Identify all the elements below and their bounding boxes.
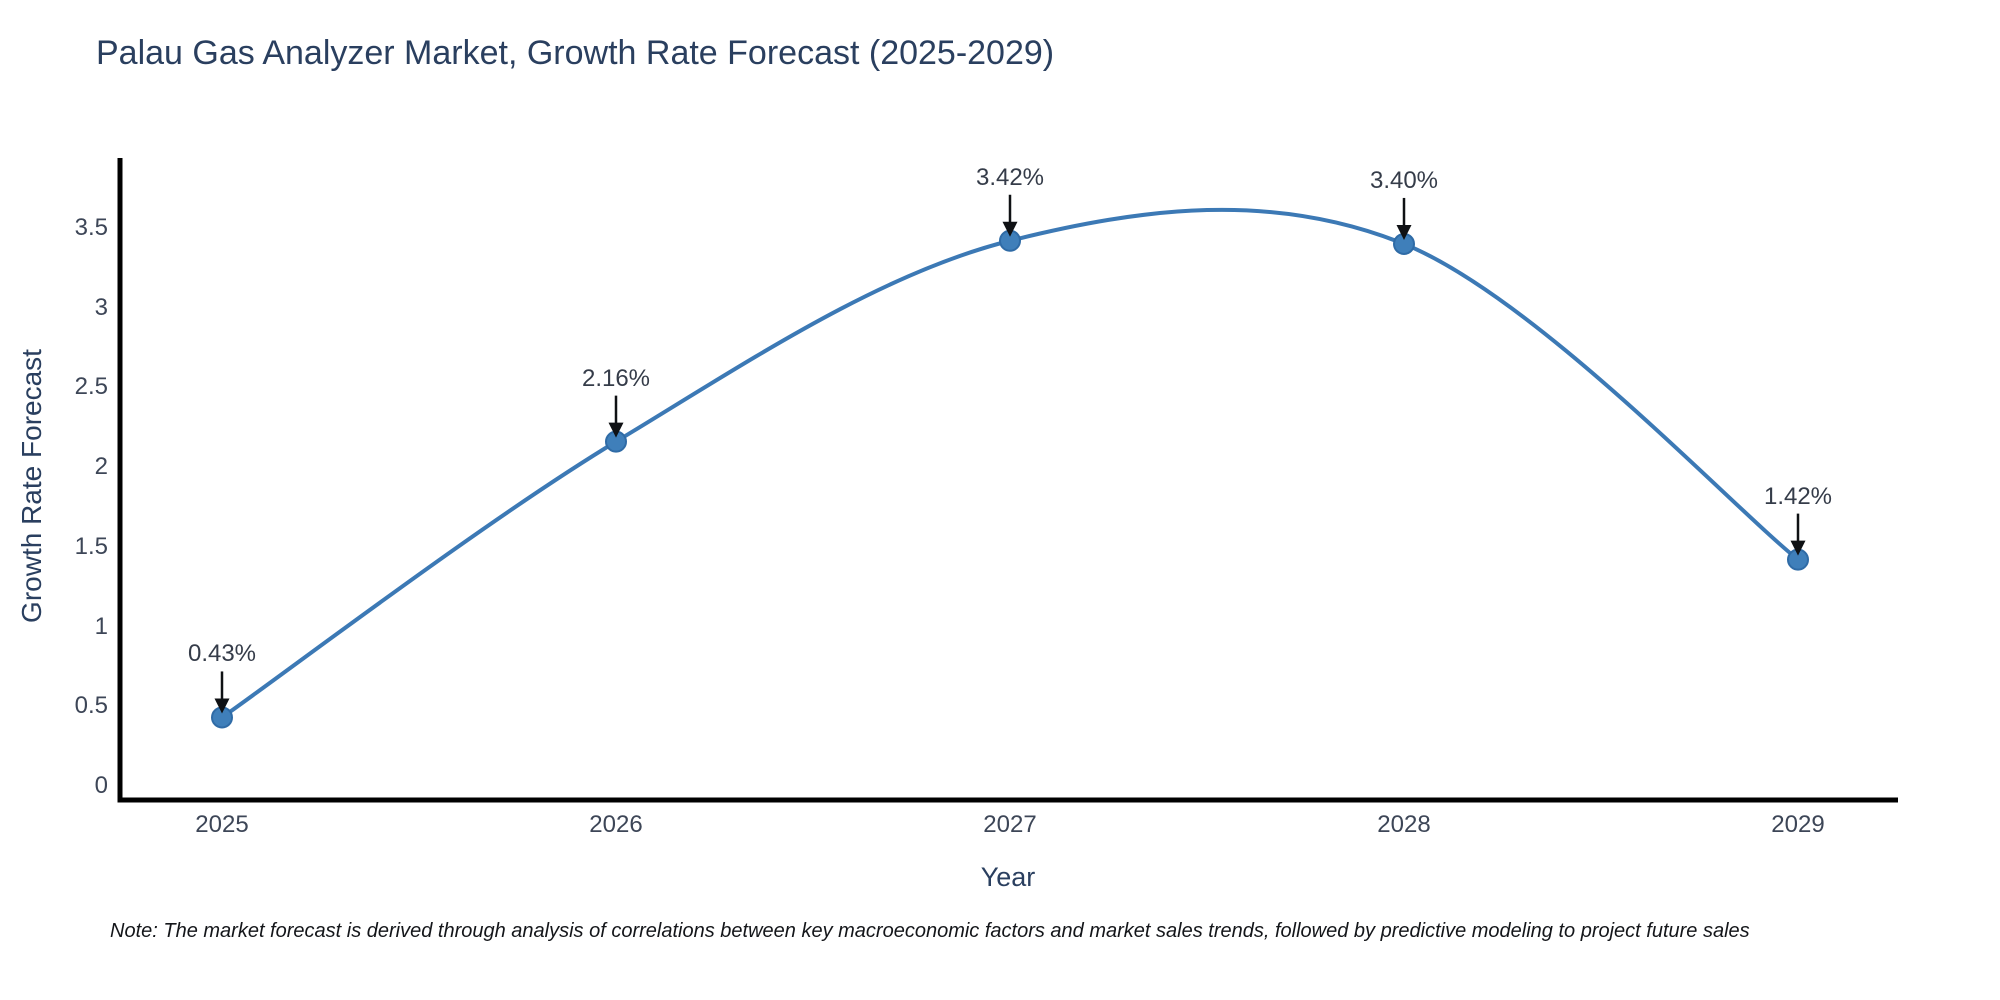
annotation-arrowhead-icon — [1790, 540, 1806, 556]
annotation-arrowhead-icon — [608, 422, 624, 438]
annotation-arrowhead-icon — [1002, 221, 1018, 237]
y-tick-label: 0 — [94, 772, 108, 799]
data-point-label: 0.43% — [187, 640, 257, 668]
x-tick-label: 2026 — [589, 811, 643, 838]
chart-title: Palau Gas Analyzer Market, Growth Rate F… — [96, 34, 1055, 72]
y-tick-label: 1.5 — [74, 532, 108, 560]
data-point-label: 1.42% — [1763, 482, 1833, 510]
y-tick-label: 1 — [94, 612, 108, 640]
x-tick-label: 2027 — [983, 811, 1037, 838]
footnote: Note: The market forecast is derived thr… — [110, 920, 1750, 942]
y-tick-label: 2 — [94, 453, 108, 481]
annotation-arrowhead-icon — [1396, 224, 1412, 240]
data-point-label: 2.16% — [581, 364, 651, 392]
data-point-label: 3.40% — [1369, 166, 1439, 194]
y-tick-label: 3.5 — [74, 213, 108, 241]
x-axis-title: Year — [980, 862, 1036, 892]
y-axis-title: Growth Rate Forecast — [16, 349, 47, 623]
x-tick-label: 2028 — [1377, 811, 1431, 838]
x-tick-label: 2025 — [195, 811, 249, 838]
y-tick-label: 3 — [94, 293, 108, 321]
forecast-line — [220, 207, 1800, 720]
y-tick-label: 0.5 — [74, 692, 108, 720]
data-point-label: 3.42% — [975, 163, 1045, 191]
y-tick-label: 2.5 — [74, 373, 108, 401]
annotation-arrowhead-icon — [214, 698, 230, 714]
x-tick-label: 2029 — [1771, 811, 1825, 838]
